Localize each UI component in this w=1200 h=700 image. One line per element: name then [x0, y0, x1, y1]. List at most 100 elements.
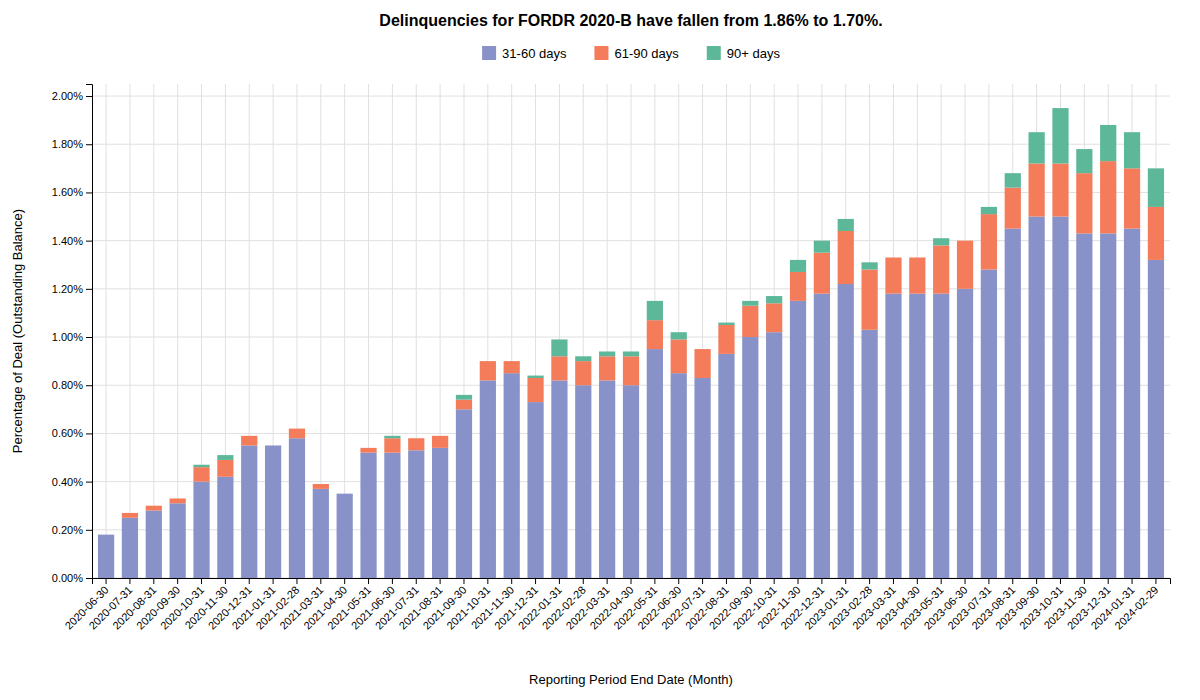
- tick-mark: [988, 578, 989, 584]
- x-axis-title: Reporting Period End Date (Month): [529, 672, 733, 687]
- bar: [456, 395, 472, 400]
- bar: [241, 445, 257, 578]
- bar: [337, 493, 353, 494]
- bar: [98, 534, 114, 535]
- bar: [1005, 229, 1021, 578]
- bar: [694, 349, 710, 350]
- tick-mark: [1036, 578, 1037, 584]
- bar: [408, 438, 424, 450]
- bar: [265, 445, 281, 446]
- bar: [790, 301, 806, 578]
- tick-mark: [702, 578, 703, 584]
- tick-mark: [965, 578, 966, 584]
- bar: [1029, 132, 1045, 163]
- bar: [933, 294, 949, 578]
- tick-mark: [798, 578, 799, 584]
- tick-label: 0.20%: [52, 524, 83, 536]
- bar: [861, 262, 877, 269]
- bar: [408, 438, 424, 439]
- tick-label: 0.60%: [52, 427, 83, 439]
- bar: [384, 453, 400, 578]
- y-axis-title: Percentage of Deal (Outstanding Balance): [10, 209, 25, 453]
- tick-mark: [86, 433, 92, 434]
- tick-mark: [726, 578, 727, 584]
- bar: [527, 402, 543, 578]
- bar: [384, 436, 400, 438]
- bar: [432, 448, 448, 578]
- bar: [814, 294, 830, 578]
- bar: [575, 385, 591, 578]
- tick-mark: [296, 578, 297, 584]
- tick: 1.60%: [52, 186, 92, 198]
- bar: [694, 349, 710, 378]
- bar: [527, 376, 543, 378]
- y-axis: 0.00%0.20%0.40%0.60%0.80%1.00%1.20%1.40%…: [52, 85, 93, 585]
- tick-mark: [416, 578, 417, 584]
- bar: [1005, 188, 1021, 229]
- bar: [456, 400, 472, 410]
- bar-series: [122, 161, 1164, 518]
- legend-item: 61-90 days: [594, 46, 679, 61]
- tick: 0.40%: [52, 476, 92, 488]
- tick-mark: [487, 578, 488, 584]
- tick-mark: [607, 578, 608, 584]
- bar: [504, 373, 520, 578]
- tick-mark: [1084, 578, 1085, 584]
- tick-mark: [129, 578, 130, 584]
- bar: [909, 258, 925, 294]
- legend-item: 31-60 days: [482, 46, 567, 61]
- bar: [718, 354, 734, 578]
- grid: [92, 84, 1170, 578]
- tick: 1.20%: [52, 283, 92, 295]
- tick-mark: [86, 289, 92, 290]
- tick-mark: [86, 241, 92, 242]
- tick: 2.00%: [52, 90, 92, 102]
- bar: [599, 356, 615, 380]
- tick-mark: [535, 578, 536, 584]
- chart: 0.00%0.20%0.40%0.60%0.80%1.00%1.20%1.40%…: [0, 0, 1200, 700]
- bar: [360, 448, 376, 453]
- tick-label: 0.80%: [52, 379, 83, 391]
- bar: [146, 506, 162, 511]
- tick-mark: [440, 578, 441, 584]
- bar: [146, 505, 162, 506]
- bar: [337, 494, 353, 578]
- legend-swatch: [482, 46, 496, 60]
- tick-mark: [86, 482, 92, 483]
- legend-swatch: [594, 46, 608, 60]
- bar: [766, 296, 782, 303]
- tick-mark: [941, 578, 942, 584]
- bar: [480, 380, 496, 578]
- tick-mark: [559, 578, 560, 584]
- bar: [360, 447, 376, 448]
- bar: [313, 489, 329, 578]
- bar: [909, 257, 925, 258]
- bar: [337, 493, 353, 494]
- bar: [838, 219, 854, 231]
- bar: [933, 238, 949, 245]
- bar: [599, 380, 615, 578]
- bar: [671, 373, 687, 578]
- bar: [1052, 164, 1068, 217]
- legend-item: 90+ days: [707, 46, 781, 61]
- bar: [527, 378, 543, 402]
- tick-label: 1.80%: [52, 138, 83, 150]
- legend: 31-60 days 61-90 days 90+ days: [482, 46, 780, 61]
- bar: [742, 337, 758, 578]
- bar: [1100, 125, 1116, 161]
- bar: [838, 231, 854, 284]
- bar: [957, 240, 973, 241]
- bar: [861, 330, 877, 578]
- tick-mark: [201, 578, 202, 584]
- bar: [265, 445, 281, 578]
- tick-mark: [86, 144, 92, 145]
- bar: [1100, 161, 1116, 233]
- bar: [122, 513, 138, 518]
- tick-label: 2024-02-29: [1112, 584, 1160, 632]
- bar: [1124, 132, 1140, 168]
- bar: [1124, 168, 1140, 228]
- bar: [289, 429, 305, 439]
- bar: [241, 436, 257, 446]
- bar: [170, 498, 186, 503]
- bar: [647, 301, 663, 320]
